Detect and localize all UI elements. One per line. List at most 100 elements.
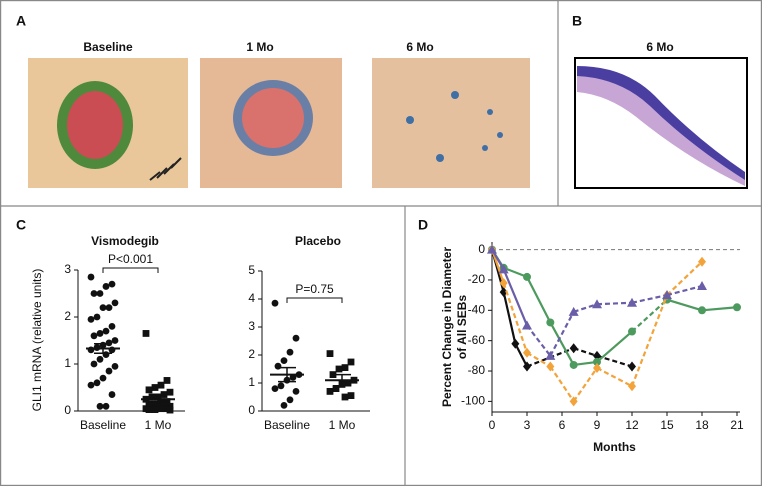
data-point <box>733 303 741 312</box>
data-point <box>347 358 355 366</box>
data-point <box>145 400 153 408</box>
line-segment <box>666 298 703 312</box>
data-point <box>166 388 174 396</box>
x-tick-label: Baseline <box>264 418 310 432</box>
line-segment <box>514 343 528 367</box>
data-point <box>341 364 349 371</box>
data-point <box>280 357 288 364</box>
photo <box>372 58 530 188</box>
data-point <box>347 392 355 399</box>
panel-label: A <box>16 13 26 29</box>
data-point <box>111 299 119 307</box>
data-point <box>163 377 171 384</box>
line-segment <box>630 294 669 387</box>
error-bar <box>278 366 296 383</box>
data-point <box>326 350 334 357</box>
y-tick-label: 0 <box>248 403 255 417</box>
photo-caption: 1 Mo <box>246 40 273 54</box>
data-point <box>593 357 601 366</box>
data-point <box>568 306 579 316</box>
data-point <box>628 327 636 336</box>
p-bracket <box>286 297 343 303</box>
data-point <box>628 361 636 372</box>
data-point <box>280 402 288 409</box>
data-point <box>87 273 95 281</box>
data-point <box>344 379 352 387</box>
data-point <box>277 382 285 390</box>
data-point <box>523 361 531 372</box>
data-point <box>523 272 531 281</box>
line-segment <box>666 260 703 296</box>
data-point <box>142 330 150 337</box>
data-point <box>108 323 116 330</box>
x-tick-label: Baseline <box>80 418 126 432</box>
data-point <box>87 381 95 389</box>
data-point <box>546 318 555 327</box>
line-segment <box>549 321 575 366</box>
x-axis-label: Months <box>593 440 636 454</box>
x-tick-label: 18 <box>695 418 709 432</box>
y-axis-label: Percent Change in Diameter <box>440 247 454 407</box>
data-point <box>286 396 294 404</box>
photo <box>200 58 342 188</box>
line-segment <box>631 298 668 333</box>
data-point <box>511 338 520 349</box>
data-point <box>569 343 578 354</box>
panel-label: B <box>572 13 582 29</box>
data-point <box>341 393 349 401</box>
data-point <box>289 374 297 381</box>
data-point <box>286 348 294 356</box>
data-point <box>522 320 532 330</box>
line-segment <box>549 365 575 402</box>
data-point <box>96 290 104 297</box>
data-point <box>569 396 578 407</box>
data-point <box>105 304 113 311</box>
p-value: P<0.001 <box>108 252 153 266</box>
x-tick-label: 15 <box>660 418 674 432</box>
y-tick-label: -20 <box>468 272 486 286</box>
line-segment <box>666 284 703 297</box>
y-tick-label: 1 <box>248 375 255 389</box>
data-point <box>93 313 101 321</box>
data-point <box>99 304 107 311</box>
y-tick-label: 2 <box>248 347 255 361</box>
data-point <box>593 362 601 373</box>
data-point <box>102 402 110 410</box>
y-tick-label: 3 <box>248 319 255 333</box>
line-segment <box>490 249 505 284</box>
data-point <box>627 297 637 307</box>
line-segment <box>701 306 738 312</box>
line-segment <box>549 311 575 357</box>
data-point <box>274 362 282 370</box>
data-point <box>90 290 98 297</box>
data-point <box>96 330 104 337</box>
data-point <box>111 362 119 370</box>
x-tick-label: 3 <box>524 418 531 432</box>
y-tick-label: 1 <box>64 356 71 370</box>
data-point <box>87 315 95 323</box>
data-point <box>166 406 174 414</box>
y-axis-label: GLI1 mRNA (relative units) <box>30 269 44 412</box>
data-point <box>592 299 602 309</box>
data-point <box>499 277 508 288</box>
data-point <box>662 290 672 300</box>
data-point <box>151 384 159 391</box>
data-point <box>546 361 555 372</box>
data-point <box>151 406 159 413</box>
data-point <box>545 350 556 360</box>
photo-caption: Baseline <box>83 40 133 54</box>
line-segment <box>573 303 598 313</box>
line-segment <box>526 324 552 357</box>
data-point <box>292 334 300 342</box>
photo-caption: 6 Mo <box>646 40 673 54</box>
data-point <box>335 365 343 373</box>
line-segment <box>596 330 633 363</box>
data-point <box>498 264 509 274</box>
line-segment <box>526 276 552 323</box>
panel-label: C <box>16 217 26 233</box>
data-point <box>593 350 601 361</box>
data-point <box>697 281 707 291</box>
line-segment <box>573 347 598 357</box>
